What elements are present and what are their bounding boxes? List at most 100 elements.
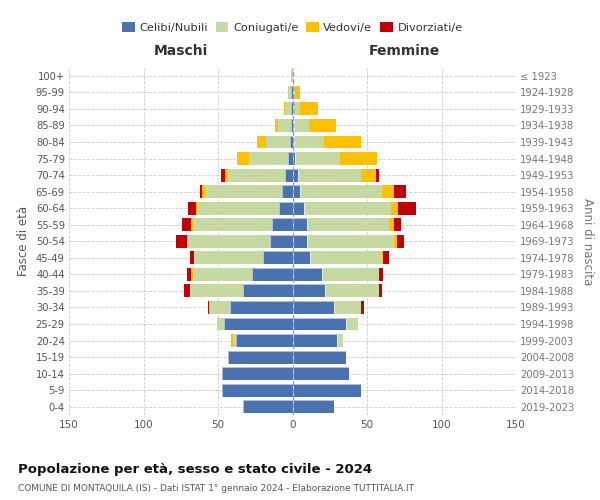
Bar (310, 252, 382, 264)
Bar (346, 318, 358, 330)
Bar (223, 384, 293, 396)
Bar (293, 268, 322, 281)
Bar (361, 301, 364, 314)
Bar (293, 168, 298, 181)
Bar (187, 235, 188, 248)
Bar (223, 367, 293, 380)
Bar (202, 185, 205, 198)
Bar (282, 185, 293, 198)
Bar (236, 334, 293, 347)
Bar (285, 102, 291, 116)
Bar (298, 168, 361, 181)
Bar (291, 102, 293, 116)
Bar (293, 350, 346, 364)
Bar (293, 218, 307, 231)
Bar (209, 301, 230, 314)
Bar (270, 235, 293, 248)
Bar (325, 284, 379, 298)
Bar (223, 384, 293, 396)
Bar (293, 185, 300, 198)
Bar (293, 367, 349, 380)
Bar (291, 102, 293, 116)
Bar (293, 252, 310, 264)
Bar (293, 367, 349, 380)
Bar (293, 136, 294, 148)
Bar (293, 252, 310, 264)
Bar (279, 202, 293, 214)
Bar (188, 235, 270, 248)
Bar (293, 318, 346, 330)
Bar (304, 202, 391, 214)
Bar (291, 86, 293, 99)
Bar (187, 268, 191, 281)
Y-axis label: Anni di nascita: Anni di nascita (581, 198, 594, 285)
Bar (257, 136, 266, 148)
Bar (230, 301, 293, 314)
Bar (226, 168, 229, 181)
Bar (324, 136, 361, 148)
Bar (376, 168, 379, 181)
Bar (291, 70, 293, 82)
Bar (197, 202, 279, 214)
Bar (290, 136, 293, 148)
Bar (229, 350, 293, 364)
Bar (270, 235, 293, 248)
Bar (244, 284, 293, 298)
Bar (229, 350, 293, 364)
Bar (184, 284, 190, 298)
Bar (244, 400, 293, 413)
Bar (288, 152, 293, 165)
Bar (293, 350, 346, 364)
Bar (190, 284, 244, 298)
Bar (337, 334, 343, 347)
Bar (252, 268, 293, 281)
Bar (293, 168, 298, 181)
Bar (293, 86, 295, 99)
Bar (322, 268, 379, 281)
Bar (293, 268, 322, 281)
Bar (278, 119, 291, 132)
Bar (394, 218, 401, 231)
Bar (293, 384, 361, 396)
Bar (208, 301, 209, 314)
Bar (389, 218, 394, 231)
Bar (266, 136, 290, 148)
Bar (293, 400, 334, 413)
Bar (193, 218, 272, 231)
Text: Popolazione per età, sesso e stato civile - 2024: Popolazione per età, sesso e stato civil… (18, 462, 372, 475)
Bar (293, 202, 304, 214)
Bar (379, 284, 382, 298)
Bar (293, 185, 300, 198)
Bar (238, 152, 249, 165)
Bar (293, 334, 337, 347)
Bar (275, 119, 278, 132)
Bar (288, 152, 293, 165)
Bar (293, 301, 334, 314)
Bar (263, 252, 293, 264)
Bar (293, 218, 307, 231)
Bar (272, 218, 293, 231)
Bar (293, 334, 337, 347)
Bar (291, 119, 293, 132)
Bar (176, 235, 187, 248)
Bar (279, 202, 293, 214)
Bar (293, 152, 295, 165)
Text: COMUNE DI MONTAQUILA (IS) - Dati ISTAT 1° gennaio 2024 - Elaborazione TUTTITALIA: COMUNE DI MONTAQUILA (IS) - Dati ISTAT 1… (18, 484, 414, 493)
Bar (293, 235, 307, 248)
Bar (193, 268, 252, 281)
Bar (230, 301, 293, 314)
Bar (295, 152, 340, 165)
Bar (285, 168, 293, 181)
Bar (309, 119, 336, 132)
Bar (391, 202, 398, 214)
Bar (383, 252, 389, 264)
Bar (293, 235, 307, 248)
Bar (232, 334, 233, 347)
Text: Femmine: Femmine (368, 44, 440, 58)
Bar (293, 119, 294, 132)
Bar (221, 168, 226, 181)
Bar (224, 318, 293, 330)
Bar (293, 301, 334, 314)
Bar (288, 86, 291, 99)
Bar (293, 384, 361, 396)
